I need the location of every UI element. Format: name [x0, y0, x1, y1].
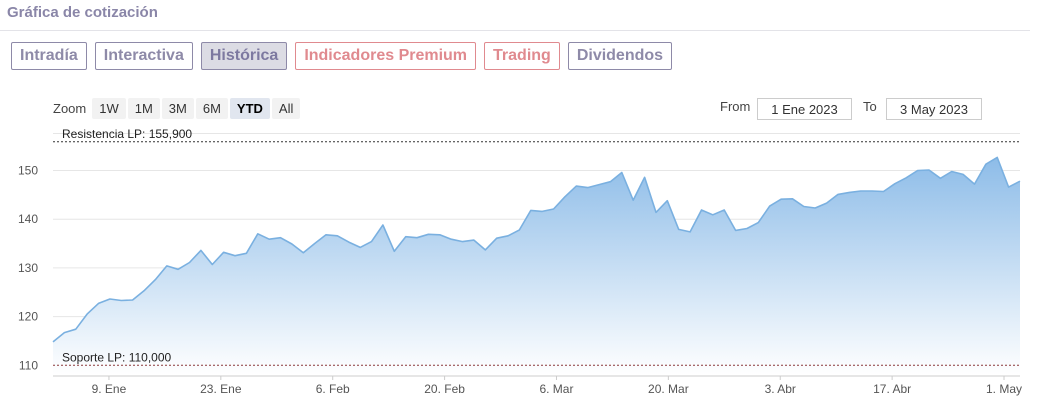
- section-title: Gráfica de cotización: [7, 4, 158, 21]
- y-tick-label: 120: [18, 310, 38, 324]
- zoom-1w-button[interactable]: 1W: [92, 98, 126, 119]
- tab-dividendos[interactable]: Dividendos: [567, 42, 673, 70]
- y-tick-label: 150: [18, 164, 38, 178]
- x-tick-label: 20. Mar: [648, 382, 689, 396]
- resistance-label: Resistencia LP: 155,900: [62, 127, 192, 141]
- range-to-label: To: [863, 99, 877, 114]
- zoom-1m-button[interactable]: 1M: [127, 98, 160, 119]
- title-divider: [0, 30, 1030, 31]
- price-series-line: [52, 156, 1021, 343]
- range-from-label: From: [720, 99, 751, 114]
- y-tick-label: 140: [18, 212, 38, 226]
- zoom-ytd-button[interactable]: YTD: [229, 98, 270, 119]
- tab-indicadores-premium[interactable]: Indicadores Premium: [295, 42, 477, 70]
- chart-tabs: Intradía Interactiva Histórica Indicador…: [11, 42, 673, 70]
- tab-interactiva[interactable]: Interactiva: [94, 42, 193, 70]
- x-tick-label: 6. Mar: [539, 382, 573, 396]
- support-label: Soporte LP: 110,000: [62, 350, 172, 364]
- zoom-selector: Zoom 1W 1M 3M 6M YTD All: [53, 98, 301, 119]
- tab-historica[interactable]: Histórica: [200, 42, 288, 70]
- range-from-input[interactable]: 1 Ene 2023: [757, 98, 852, 120]
- y-tick-label: 130: [18, 261, 38, 275]
- x-tick-label: 3. Abr: [765, 382, 796, 396]
- price-area-fill: [53, 157, 1020, 375]
- zoom-3m-button[interactable]: 3M: [161, 98, 194, 119]
- zoom-all-button[interactable]: All: [271, 98, 301, 119]
- x-tick-label: 20. Feb: [424, 382, 465, 396]
- zoom-6m-button[interactable]: 6M: [195, 98, 228, 119]
- y-tick-label: 110: [19, 358, 38, 372]
- x-tick-label: 6. Feb: [316, 382, 350, 396]
- x-tick-label: 9. Ene: [92, 382, 127, 396]
- plot-top-divider: [53, 133, 1020, 134]
- x-tick-label: 1. May: [986, 382, 1022, 396]
- tab-intradia[interactable]: Intradía: [11, 42, 87, 70]
- zoom-label: Zoom: [53, 101, 87, 116]
- tab-trading[interactable]: Trading: [484, 42, 560, 70]
- range-to-input[interactable]: 3 May 2023: [886, 98, 982, 120]
- x-tick-label: 17. Abr: [873, 382, 911, 396]
- x-tick-label: 23. Ene: [200, 382, 242, 396]
